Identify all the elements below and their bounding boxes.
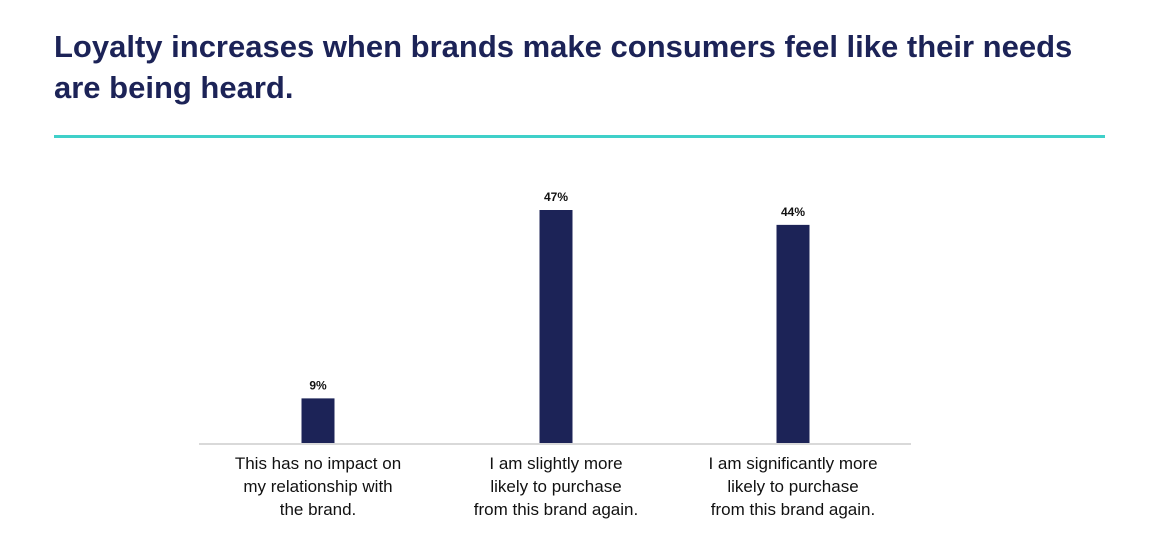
category-label-1: This has no impact on my relationship wit… <box>235 454 401 519</box>
bar-2 <box>539 210 573 443</box>
category-label-3: I am significantly more likely to purchas… <box>708 454 877 519</box>
data-label-3: 44% <box>781 205 805 219</box>
bars-group: 9% This has no impact on my relationship w… <box>235 190 878 519</box>
bar-1 <box>301 398 335 443</box>
chart-title: Loyalty increases when brands make consu… <box>54 29 1073 105</box>
data-label-2: 47% <box>544 190 568 204</box>
bar-3 <box>776 224 810 443</box>
data-label-1: 9% <box>309 378 327 392</box>
title-divider <box>54 135 1105 138</box>
category-label-2: I am slightly more likely to purchase from… <box>474 454 638 519</box>
